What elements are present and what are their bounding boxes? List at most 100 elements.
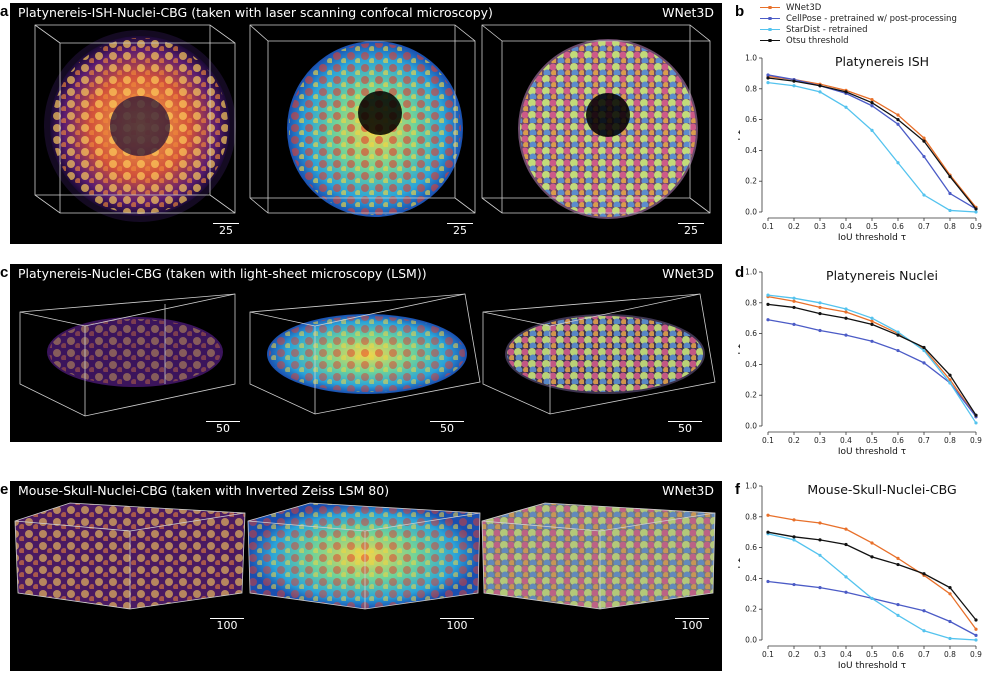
series-point-3 bbox=[766, 530, 770, 534]
series-point-2 bbox=[844, 575, 848, 579]
series-point-2 bbox=[766, 293, 770, 297]
series-point-1 bbox=[974, 633, 978, 637]
panel-letter-a: a bbox=[0, 3, 9, 20]
panel-letter-f: f bbox=[735, 481, 740, 498]
y-tick-label: 0.0 bbox=[745, 422, 757, 431]
x-tick-label: 0.3 bbox=[814, 222, 826, 231]
panel-e-labels-view bbox=[481, 502, 716, 610]
series-point-1 bbox=[818, 586, 822, 590]
series-point-0 bbox=[870, 319, 874, 323]
series-point-1 bbox=[766, 73, 770, 77]
series-point-3 bbox=[922, 572, 926, 576]
series-point-0 bbox=[766, 513, 770, 517]
y-tick-label: 0.2 bbox=[745, 391, 757, 400]
panel-a-probability-view bbox=[249, 24, 476, 217]
series-point-1 bbox=[844, 333, 848, 337]
series-line-1 bbox=[767, 74, 977, 210]
panel-letter-c: c bbox=[0, 264, 9, 281]
panel-c-scalebar-1: 50 bbox=[206, 421, 240, 435]
series-point-3 bbox=[870, 101, 874, 105]
panel-e-raw-view bbox=[14, 502, 246, 610]
panel-c-scalebar-3: 50 bbox=[668, 421, 702, 435]
panel-c-scalebar-2: 50 bbox=[430, 421, 464, 435]
y-tick-label: 0.6 bbox=[745, 115, 757, 124]
legend-swatch-otsu bbox=[760, 38, 780, 43]
panel-a-raw-view bbox=[34, 24, 236, 222]
series-line-1 bbox=[767, 319, 977, 418]
panel-a-scalebar-3: 25 bbox=[678, 223, 704, 237]
series-line-0 bbox=[767, 75, 977, 208]
y-tick-label: 0.6 bbox=[745, 329, 757, 338]
series-line-3 bbox=[767, 531, 977, 621]
legend-label-stardist: StarDist - retrained bbox=[786, 24, 868, 35]
series-point-1 bbox=[948, 619, 952, 624]
series-line-0 bbox=[767, 296, 977, 418]
x-tick-label: 0.2 bbox=[788, 650, 800, 659]
series-point-2 bbox=[974, 638, 978, 642]
series-point-0 bbox=[818, 521, 822, 525]
x-tick-label: 0.8 bbox=[944, 436, 956, 445]
x-tick-label: 0.3 bbox=[814, 650, 826, 659]
series-point-2 bbox=[870, 128, 874, 132]
legend-label-wnet3d: WNet3D bbox=[786, 2, 822, 13]
series-point-2 bbox=[922, 629, 926, 633]
legend-item-otsu: Otsu threshold bbox=[760, 35, 957, 46]
y-tick-label: 1.0 bbox=[745, 268, 757, 277]
series-point-0 bbox=[896, 556, 900, 560]
y-tick-label: 1.0 bbox=[745, 54, 757, 63]
y-tick-label: 0.6 bbox=[745, 543, 757, 552]
series-point-2 bbox=[896, 330, 900, 334]
series-point-3 bbox=[896, 562, 900, 567]
panel-letter-d: d bbox=[735, 264, 745, 281]
f1-chart-platynereis-nuclei: Platynereis Nuclei 0.0 0.2 0.4 0.6 0.8 1.0 0.1 0… bbox=[738, 268, 982, 458]
legend-swatch-wnet3d bbox=[760, 5, 780, 10]
series-point-2 bbox=[948, 208, 952, 213]
series-point-3 bbox=[818, 538, 822, 542]
f1-chart-platynereis-ish: Platynereis ISH 0.0 0.2 0.4 0.6 0.8 1.0 0.1 0.2 0… bbox=[738, 54, 982, 244]
panel-letter-b: b bbox=[735, 3, 745, 20]
y-tick-label: 0.0 bbox=[745, 636, 757, 645]
x-tick-label: 0.3 bbox=[814, 436, 826, 445]
series-point-1 bbox=[792, 322, 796, 326]
series-point-3 bbox=[844, 90, 848, 94]
series-point-3 bbox=[974, 413, 978, 417]
panel-a-scalebar-1: 25 bbox=[213, 223, 239, 237]
y-axis-label: F1 bbox=[738, 344, 743, 355]
series-point-3 bbox=[896, 333, 900, 337]
series-point-3 bbox=[922, 345, 926, 350]
series-line-3 bbox=[767, 77, 977, 210]
series-point-1 bbox=[870, 339, 874, 343]
x-tick-label: 0.1 bbox=[762, 436, 774, 445]
series-point-2 bbox=[922, 348, 926, 353]
series-line-2 bbox=[767, 533, 977, 641]
series-point-3 bbox=[922, 139, 926, 143]
chart-title: Mouse-Skull-Nuclei-CBG bbox=[807, 482, 956, 497]
series-point-0 bbox=[870, 97, 874, 102]
x-tick-label: 0.7 bbox=[918, 436, 930, 445]
x-tick-label: 0.2 bbox=[788, 436, 800, 445]
series-point-2 bbox=[844, 105, 848, 109]
series-point-3 bbox=[818, 84, 822, 88]
series-point-2 bbox=[948, 636, 952, 641]
panel-a-views bbox=[34, 24, 711, 222]
series-point-3 bbox=[766, 302, 770, 306]
y-tick-label: 0.0 bbox=[745, 208, 757, 217]
x-tick-label: 0.5 bbox=[866, 650, 878, 659]
x-tick-label: 0.7 bbox=[918, 222, 930, 231]
panel-a-labels-view bbox=[481, 24, 711, 219]
series-point-0 bbox=[844, 310, 848, 314]
series-point-1 bbox=[844, 590, 848, 594]
series-point-0 bbox=[948, 378, 952, 382]
x-tick-label: 0.4 bbox=[840, 436, 852, 445]
x-axis-label: IoU threshold τ bbox=[838, 661, 906, 671]
legend-label-otsu: Otsu threshold bbox=[786, 35, 849, 46]
panel-c-views bbox=[19, 293, 716, 417]
series-point-0 bbox=[948, 592, 952, 596]
image-panel-c: Platynereis-Nuclei-CBG (taken with light… bbox=[10, 264, 722, 442]
image-panel-e: Mouse-Skull-Nuclei-CBG (taken with Inver… bbox=[10, 481, 722, 671]
panel-c-labels-view bbox=[482, 293, 716, 415]
y-axis-label: F1 bbox=[738, 130, 743, 141]
series-point-3 bbox=[948, 174, 952, 179]
y-tick-label: 0.8 bbox=[745, 298, 757, 307]
x-tick-label: 0.9 bbox=[970, 650, 982, 659]
